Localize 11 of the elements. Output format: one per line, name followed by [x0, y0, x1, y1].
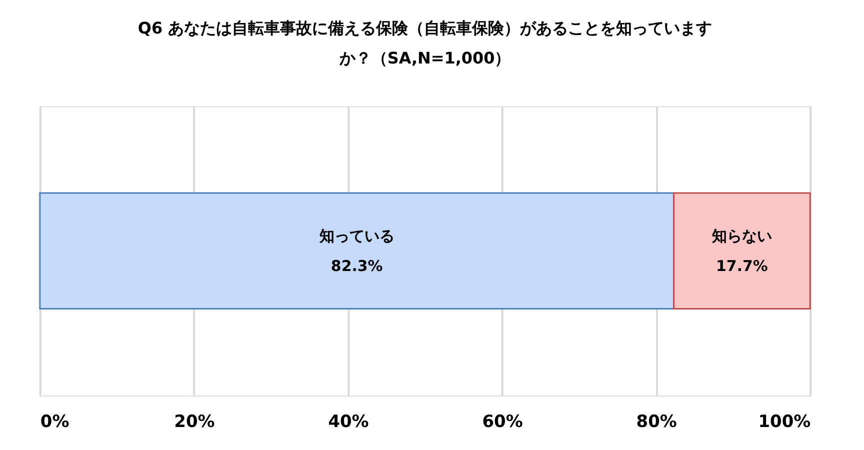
- x-tick-label: 40%: [328, 411, 369, 432]
- chart-title: Q6 あなたは自転車事故に備える保険（自転車保険）があることを知っていますか？（SA,N=1,000）: [138, 18, 712, 68]
- x-tick-label: 80%: [636, 411, 677, 432]
- series-label: 知っている: [318, 226, 394, 245]
- data-label: 82.3%: [330, 256, 383, 275]
- x-tick-label: 0%: [40, 411, 70, 432]
- x-tick-label: 20%: [174, 411, 215, 432]
- x-tick-label: 100%: [758, 411, 811, 432]
- data-label: 17.7%: [716, 256, 768, 275]
- x-tick-label: 60%: [482, 411, 523, 432]
- series-label: 知らない: [710, 226, 772, 245]
